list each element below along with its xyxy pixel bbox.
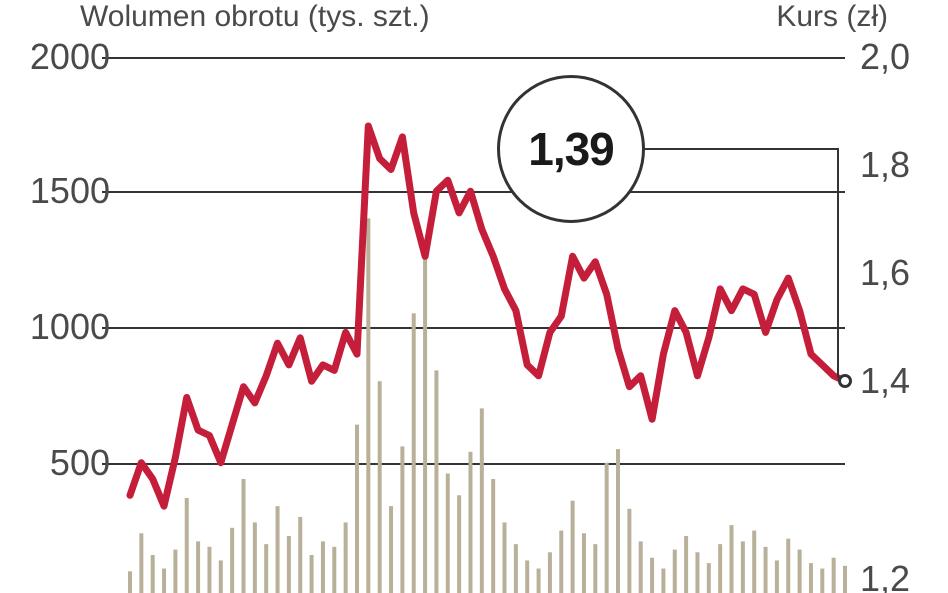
grid-lines (102, 58, 845, 464)
callout-value: 1,39 (528, 122, 614, 176)
right-tick-label: 1,6 (860, 252, 940, 294)
right-tick-label: 1,8 (860, 144, 940, 186)
left-tick-label: 1000 (0, 306, 110, 348)
chart-svg (0, 0, 948, 593)
right-tick-label: 2,0 (860, 36, 940, 78)
stock-chart: Wolumen obrotu (tys. szt.) Kurs (zł) 200… (0, 0, 948, 593)
right-tick-label: 1,2 (860, 558, 940, 593)
price-line (130, 126, 845, 506)
price-callout: 1,39 (497, 75, 645, 223)
left-tick-label: 500 (0, 442, 110, 484)
right-tick-label: 1,4 (860, 360, 940, 402)
left-tick-label: 2000 (0, 36, 110, 78)
left-tick-label: 1500 (0, 170, 110, 212)
